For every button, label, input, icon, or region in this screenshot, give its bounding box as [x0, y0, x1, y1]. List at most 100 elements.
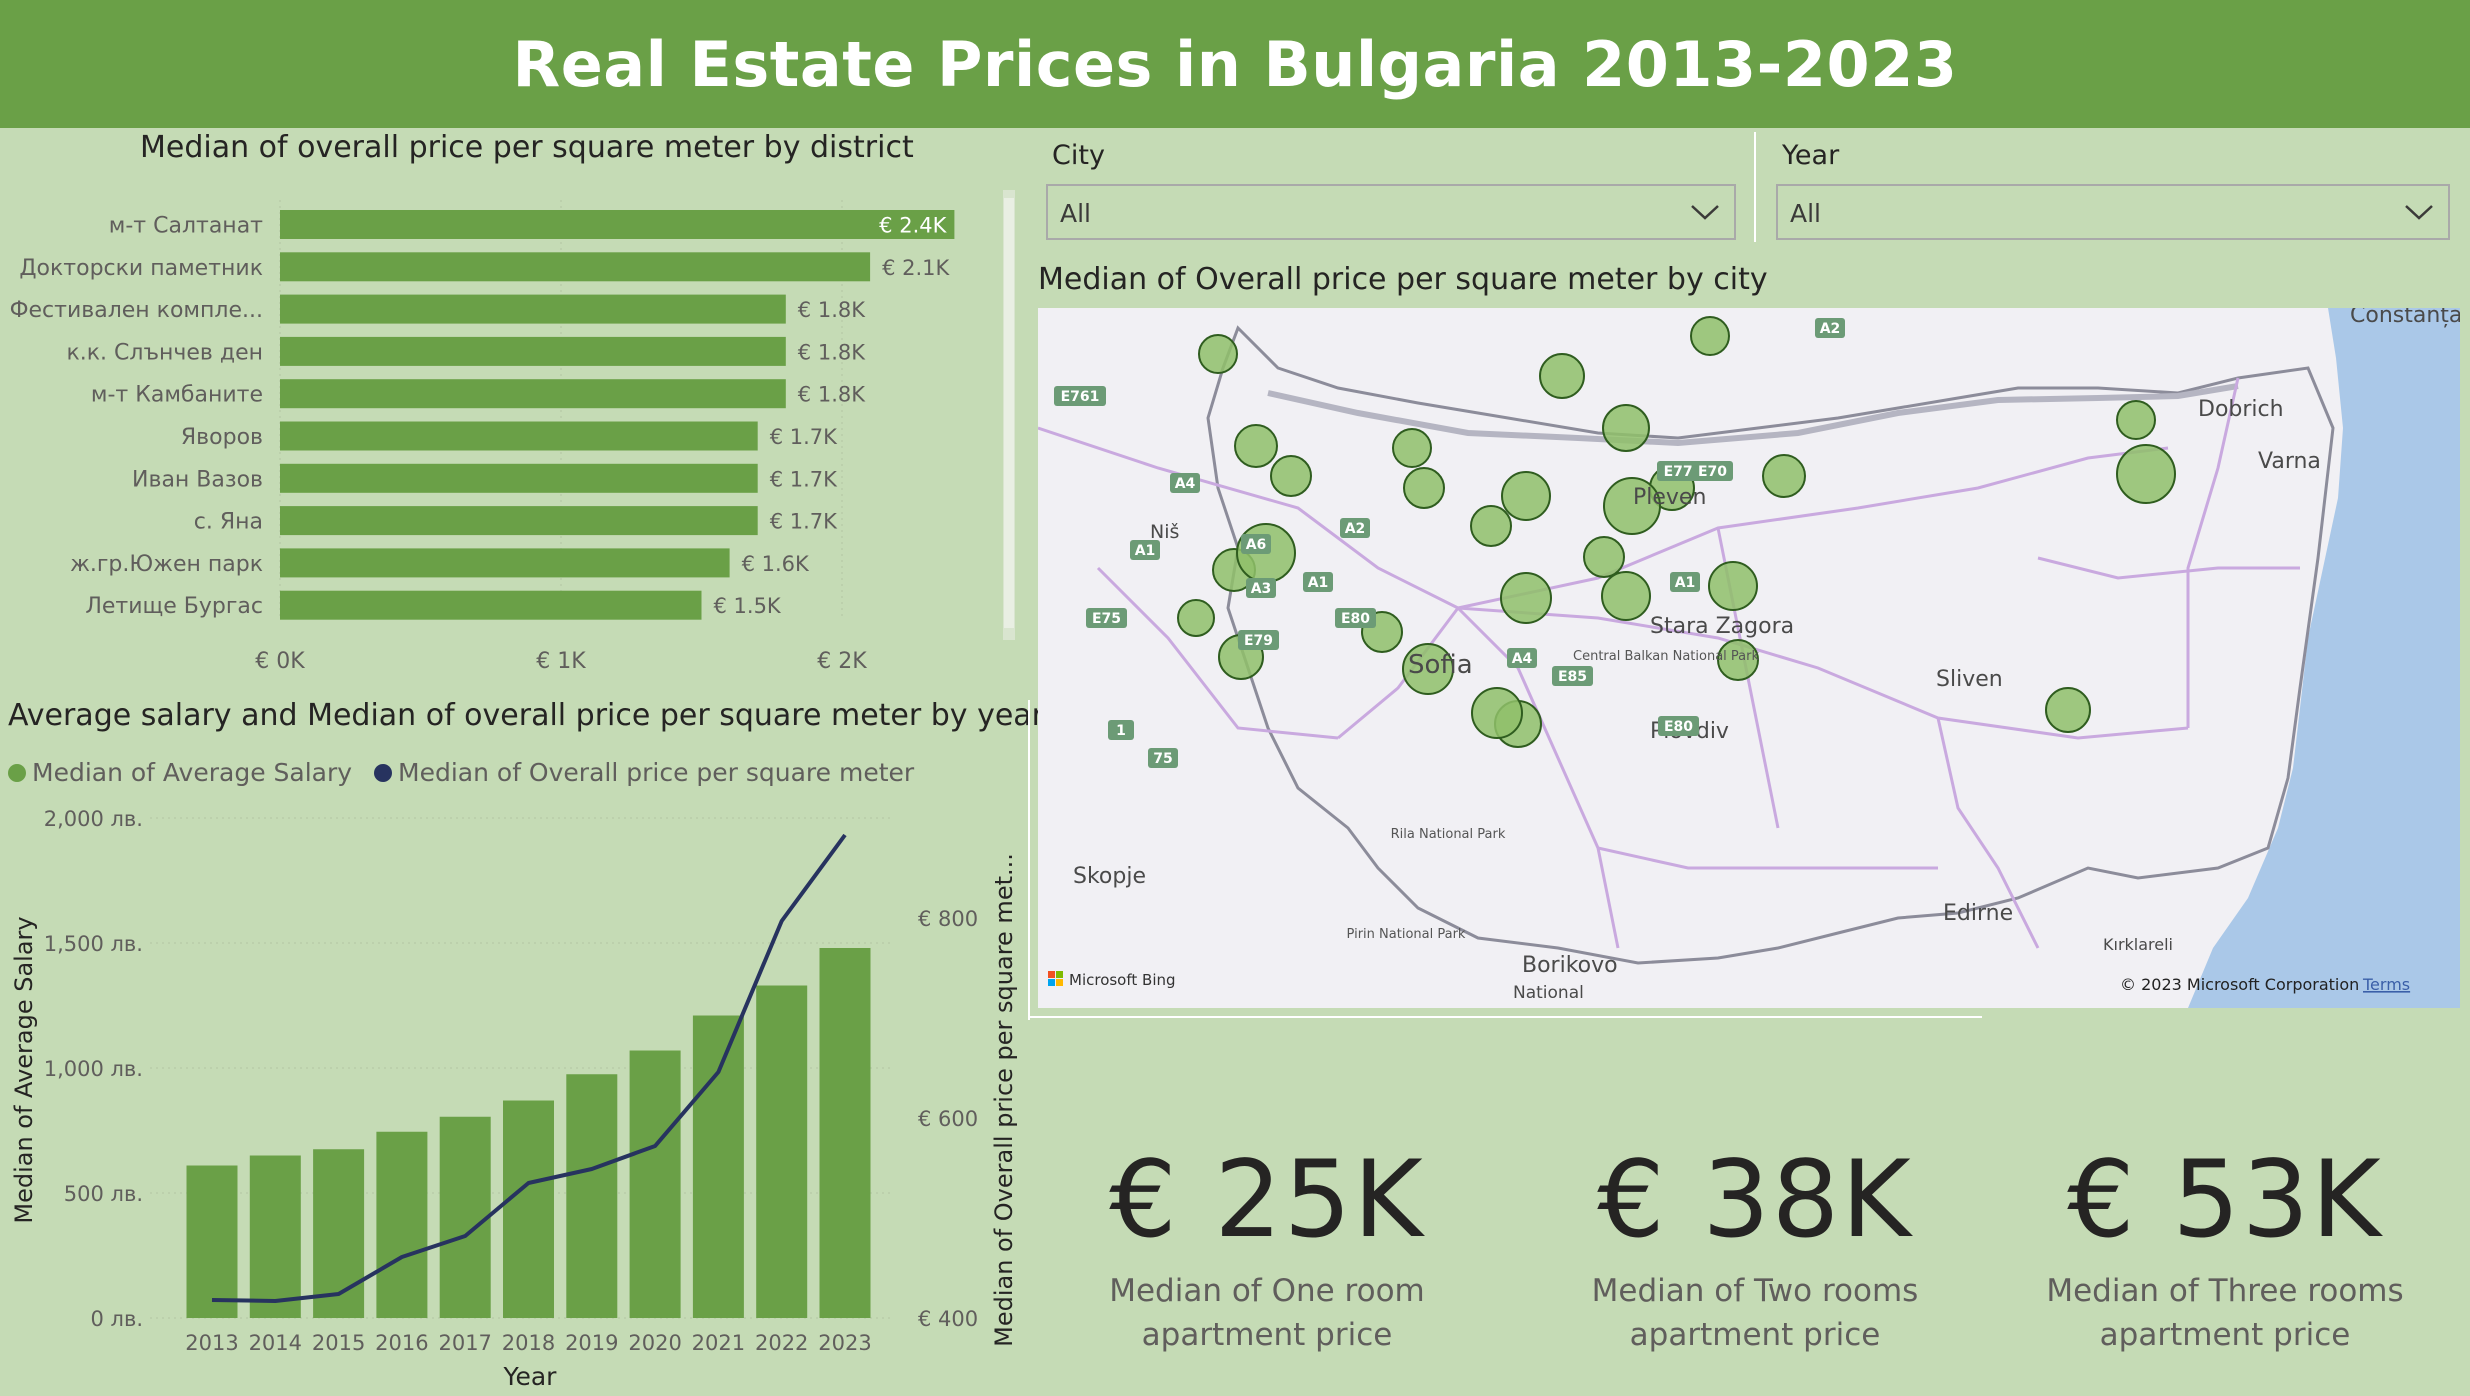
road-shield-label: A3 — [1251, 581, 1272, 597]
kpi-two-rooms-value: € 38K — [1597, 1138, 1913, 1261]
road-shield-label: 1 — [1116, 723, 1126, 739]
combo-left-tick: 1,500 лв. — [44, 932, 143, 956]
city-bubble[interactable] — [1234, 424, 1278, 468]
road-shield-label: E79 — [1244, 633, 1273, 649]
city-slicer-dropdown[interactable]: All — [1046, 184, 1736, 240]
map-label-national: National — [1513, 983, 1584, 1003]
year-tick-label: 2017 — [438, 1331, 491, 1355]
year-tick-label: 2016 — [375, 1331, 428, 1355]
district-bar[interactable] — [280, 294, 786, 324]
combo-left-tick: 0 лв. — [90, 1307, 143, 1331]
salary-bar[interactable] — [376, 1131, 428, 1318]
year-slicer-dropdown[interactable]: All — [1776, 184, 2450, 240]
city-bubble[interactable] — [2045, 687, 2091, 733]
map-label-varna: Varna — [2258, 449, 2321, 474]
bing-text: Microsoft Bing — [1069, 971, 1176, 989]
map-label-nis: Niš — [1150, 521, 1179, 543]
combo-legend: Median of Average Salary Median of Overa… — [8, 758, 914, 788]
salary-bar[interactable] — [692, 1015, 744, 1319]
combo-left-tick: 2,000 лв. — [44, 807, 143, 831]
road-shield-label: E80 — [1664, 719, 1693, 735]
year-tick-label: 2023 — [818, 1331, 871, 1355]
city-map[interactable]: Pleven Sofia Plovdiv Stara Zagora Sliven… — [1038, 308, 2460, 1008]
district-category-label: м-т Салтанат — [109, 214, 263, 239]
city-bubble[interactable] — [1501, 471, 1551, 521]
city-bubble[interactable] — [1270, 455, 1312, 497]
map-terms-link[interactable]: Terms — [2362, 975, 2410, 994]
combo-y-axis-title-left: Median of Average Salary — [10, 916, 38, 1223]
road-shield — [1340, 518, 1370, 538]
road-shield — [1552, 666, 1593, 686]
district-bar[interactable] — [280, 336, 786, 366]
salary-bar[interactable] — [313, 1149, 365, 1318]
price-line[interactable] — [211, 833, 847, 1303]
city-bubble[interactable] — [1583, 536, 1625, 578]
road-shield-label: A1 — [1675, 575, 1696, 591]
combo-chart[interactable]: 2,000 лв. 1,500 лв. 1,000 лв. 500 лв. 0 лв. €… — [0, 790, 1030, 1396]
city-bubble[interactable] — [1601, 571, 1651, 621]
legend-price[interactable]: Median of Overall price per square meter — [374, 758, 914, 787]
combo-chart-title: Average salary and Median of overall pri… — [8, 698, 1044, 733]
kpi-two-rooms-line1: Median of Two rooms — [1591, 1273, 1919, 1309]
district-bar[interactable] — [280, 379, 786, 409]
salary-bar[interactable] — [439, 1116, 491, 1318]
city-slicer-label: City — [1052, 140, 1105, 171]
district-bar[interactable] — [280, 548, 730, 578]
road-shield — [1241, 534, 1271, 554]
salary-bar[interactable] — [186, 1165, 238, 1319]
city-bubble[interactable] — [1500, 572, 1552, 624]
map-label-edirne: Edirne — [1943, 901, 2013, 926]
road-shield-label: A2 — [1345, 521, 1366, 537]
city-bubble[interactable] — [1717, 639, 1759, 681]
district-chart-scrollbar[interactable] — [1003, 190, 1015, 640]
city-bubble[interactable] — [2116, 444, 2176, 504]
city-bubble[interactable] — [1402, 643, 1454, 695]
salary-bar[interactable] — [566, 1074, 618, 1318]
city-bubble[interactable] — [1177, 599, 1215, 637]
year-tick-label: 2018 — [502, 1331, 555, 1355]
combo-x-axis-title: Year — [503, 1362, 558, 1391]
map-label-central-balkan: Central Balkan National Park — [1573, 649, 1759, 664]
district-bar[interactable] — [280, 590, 702, 620]
city-bubble[interactable] — [1539, 353, 1585, 399]
map-label-sliven: Sliven — [1936, 667, 2003, 692]
legend-salary-label: Median of Average Salary — [32, 758, 353, 787]
kpi-two-rooms-line2: apartment price — [1629, 1317, 1881, 1353]
salary-bar[interactable] — [819, 948, 871, 1318]
city-bubble[interactable] — [1403, 467, 1445, 509]
road-shield-label: E75 — [1092, 611, 1121, 627]
road-shield — [1670, 572, 1700, 592]
city-bubble[interactable] — [1708, 561, 1758, 611]
year-tick-label: 2013 — [185, 1331, 238, 1355]
city-bubble[interactable] — [1603, 477, 1661, 535]
district-category-label: Иван Вазов — [132, 467, 263, 492]
district-data-label: € 1.6K — [742, 552, 810, 576]
city-bubble[interactable] — [2116, 400, 2156, 440]
district-category-label: Фестивален компле... — [10, 298, 263, 323]
road-shield-label: A6 — [1246, 537, 1267, 553]
city-bubble[interactable] — [1690, 316, 1730, 356]
salary-bar[interactable] — [503, 1100, 554, 1319]
district-bar[interactable] — [280, 252, 871, 282]
district-bar[interactable] — [280, 210, 955, 239]
district-data-label: € 1.8K — [798, 383, 866, 407]
district-bar[interactable] — [280, 463, 758, 493]
city-bubble[interactable] — [1392, 428, 1432, 468]
city-bubble[interactable] — [1470, 505, 1512, 547]
district-bar[interactable] — [280, 506, 758, 536]
city-bubble[interactable] — [1762, 454, 1806, 498]
district-bar[interactable] — [280, 421, 758, 451]
kpi-one-room-line2: apartment price — [1141, 1317, 1393, 1353]
map-label-skopje: Skopje — [1073, 864, 1146, 889]
road-shield-label: A1 — [1135, 543, 1156, 559]
legend-salary[interactable]: Median of Average Salary — [8, 758, 352, 787]
city-bubble[interactable] — [1602, 404, 1650, 452]
district-chart[interactable]: € 0K € 1K € 2K м-т Салтанат € 2.4K Докторски … — [0, 180, 1030, 680]
map-bottom-border — [1028, 1016, 1982, 1018]
road-shield — [1130, 540, 1160, 560]
salary-bar[interactable] — [629, 1050, 681, 1319]
city-bubble[interactable] — [1198, 334, 1238, 374]
salary-bar[interactable] — [756, 985, 808, 1319]
city-bubble[interactable] — [1471, 687, 1523, 739]
salary-bar[interactable] — [249, 1155, 301, 1319]
